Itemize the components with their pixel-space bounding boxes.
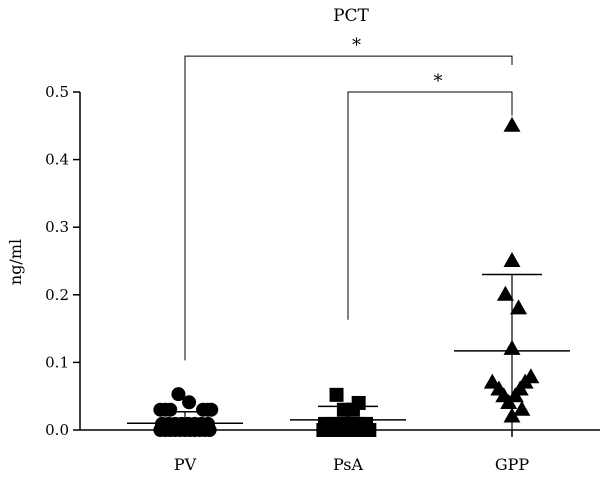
gpp-point <box>503 339 521 355</box>
gpp-point <box>503 407 521 423</box>
significance-star: * <box>352 35 361 56</box>
significance-brackets: ** <box>184 35 513 361</box>
x-tick-label: PV <box>174 455 197 474</box>
x-tick-label: PsA <box>333 455 364 474</box>
gpp-point <box>503 116 521 132</box>
y-tick-label: 0.2 <box>45 286 69 304</box>
y-tick-label: 0.0 <box>45 421 69 439</box>
pv-point <box>200 416 215 431</box>
y-tick-label: 0.5 <box>45 83 69 101</box>
gpp-point <box>513 400 531 416</box>
gpp-point <box>522 368 540 384</box>
psa-point <box>329 387 344 402</box>
gpp-point <box>510 299 528 315</box>
y-tick-label: 0.1 <box>45 353 69 371</box>
pv-point <box>182 395 197 410</box>
chart-title: PCT <box>333 6 369 26</box>
psa-point <box>359 416 374 431</box>
x-tick-label: GPP <box>495 455 530 474</box>
y-axis-label: ng/ml <box>6 239 25 285</box>
gpp-point <box>503 252 521 267</box>
y-tick-label: 0.4 <box>45 151 69 169</box>
data-points <box>153 116 540 437</box>
y-tick-label: 0.3 <box>45 218 69 236</box>
pv-point <box>163 402 178 417</box>
pv-point <box>171 387 186 402</box>
significance-bracket <box>184 55 513 361</box>
psa-point <box>351 395 366 410</box>
significance-star: * <box>434 71 443 92</box>
gpp-point <box>496 285 514 301</box>
pv-point <box>204 402 219 417</box>
significance-bracket <box>347 91 513 320</box>
